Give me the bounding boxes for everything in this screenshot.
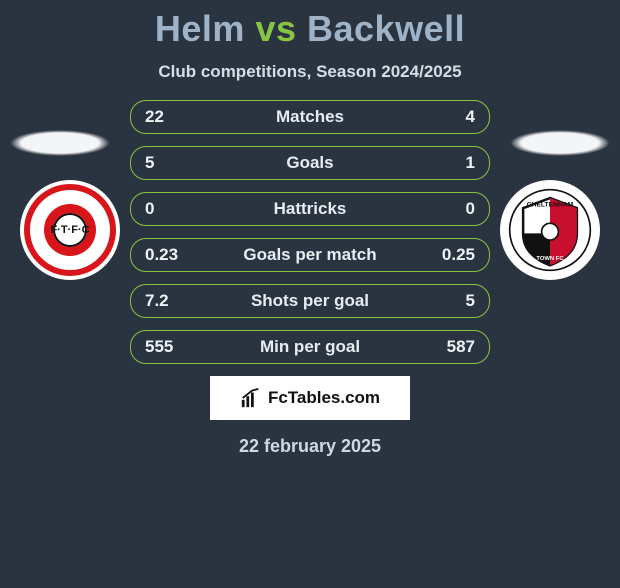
svg-text:TOWN FC: TOWN FC: [536, 256, 564, 262]
subtitle: Club competitions, Season 2024/2025: [0, 62, 620, 82]
page-title: Helm vs Backwell: [0, 8, 620, 50]
team-badge-left: F·T·F·C: [20, 180, 120, 280]
stat-left-value: 555: [145, 337, 189, 357]
stat-row: 555 Min per goal 587: [130, 330, 490, 364]
stat-left-value: 0: [145, 199, 189, 219]
team-badge-right: CHELTENHAM TOWN FC: [500, 180, 600, 280]
stat-right-value: 0: [431, 199, 475, 219]
player1-name: Helm: [155, 8, 245, 49]
stat-label: Shots per goal: [189, 291, 431, 311]
stat-left-value: 0.23: [145, 245, 189, 265]
badge-text: F·T·F·C: [20, 180, 120, 280]
stat-left-value: 7.2: [145, 291, 189, 311]
stat-right-value: 1: [431, 153, 475, 173]
stat-left-value: 22: [145, 107, 189, 127]
stat-label: Matches: [189, 107, 431, 127]
stat-left-value: 5: [145, 153, 189, 173]
stat-row: 0 Hattricks 0: [130, 192, 490, 226]
stat-label: Goals: [189, 153, 431, 173]
stat-right-value: 4: [431, 107, 475, 127]
brand-text: FcTables.com: [268, 388, 380, 408]
stat-label: Min per goal: [189, 337, 431, 357]
comparison-panel: F·T·F·C CHELTENHAM TOWN FC 22 Matches 4 …: [0, 100, 620, 457]
stats-table: 22 Matches 4 5 Goals 1 0 Hattricks 0 0.2…: [130, 100, 490, 364]
stat-right-value: 5: [431, 291, 475, 311]
player2-name: Backwell: [307, 8, 465, 49]
brand-badge[interactable]: FcTables.com: [210, 376, 410, 420]
vs-text: vs: [255, 8, 296, 49]
badge-shadow-left: [10, 130, 110, 156]
svg-text:CHELTENHAM: CHELTENHAM: [527, 201, 574, 208]
badge-shadow-right: [510, 130, 610, 156]
stat-label: Hattricks: [189, 199, 431, 219]
stat-row: 7.2 Shots per goal 5: [130, 284, 490, 318]
chart-icon: [240, 387, 262, 409]
stat-right-value: 587: [431, 337, 475, 357]
stat-right-value: 0.25: [431, 245, 475, 265]
stat-label: Goals per match: [189, 245, 431, 265]
stat-row: 22 Matches 4: [130, 100, 490, 134]
stat-row: 0.23 Goals per match 0.25: [130, 238, 490, 272]
shield-icon: CHELTENHAM TOWN FC: [508, 188, 592, 272]
date-text: 22 february 2025: [0, 436, 620, 457]
stat-row: 5 Goals 1: [130, 146, 490, 180]
